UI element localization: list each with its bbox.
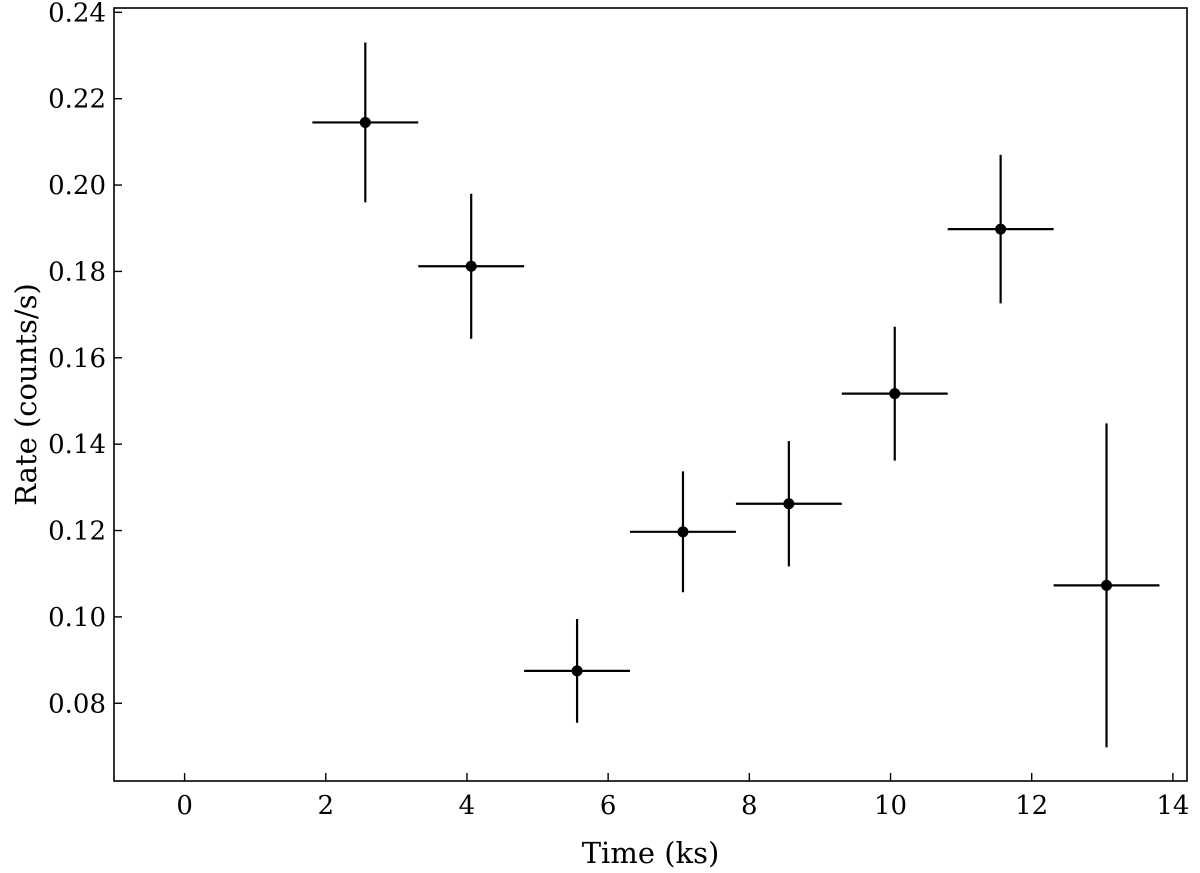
data-point (418, 193, 525, 339)
y-tick-label: 0.20 (48, 171, 106, 201)
data-point (735, 441, 842, 567)
data-point (312, 42, 419, 203)
y-tick-label: 0.16 (48, 344, 106, 374)
data-marker (889, 388, 901, 400)
x-axis-ticks: 0 2 4 6 8 10 12 14 (176, 773, 1189, 821)
data-marker (359, 116, 371, 128)
data-point (1053, 423, 1160, 748)
x-axis-label: Time (ks) (582, 836, 720, 870)
data-point (947, 154, 1054, 304)
data-marker (783, 498, 795, 510)
y-tick-label: 0.22 (48, 85, 106, 115)
x-tick-label: 0 (176, 791, 193, 821)
x-tick-label: 14 (1156, 791, 1189, 821)
x-tick-label: 4 (459, 791, 476, 821)
x-tick-label: 12 (1015, 791, 1048, 821)
y-tick-label: 0.14 (48, 430, 106, 460)
y-axis-label: Rate (counts/s) (9, 283, 43, 506)
data-points (312, 42, 1160, 748)
data-point (524, 619, 631, 723)
data-marker (571, 665, 583, 677)
y-tick-label: 0.08 (48, 689, 106, 719)
y-tick-label: 0.24 (48, 0, 106, 28)
y-tick-label: 0.12 (48, 517, 106, 547)
data-marker (465, 260, 477, 272)
x-tick-label: 8 (741, 791, 758, 821)
data-marker (677, 526, 689, 538)
x-tick-label: 10 (874, 791, 907, 821)
data-point (841, 326, 948, 461)
data-marker (995, 223, 1007, 235)
data-marker (1101, 579, 1113, 591)
plot-frame (113, 7, 1188, 782)
y-tick-label: 0.18 (48, 257, 106, 287)
data-point (630, 471, 736, 593)
y-axis-ticks: 0.08 0.10 0.12 0.14 0.16 0.18 0.20 0.22 0.24 (48, 0, 122, 719)
x-tick-label: 6 (600, 791, 617, 821)
x-tick-label: 2 (318, 791, 335, 821)
y-tick-label: 0.10 (48, 603, 106, 633)
